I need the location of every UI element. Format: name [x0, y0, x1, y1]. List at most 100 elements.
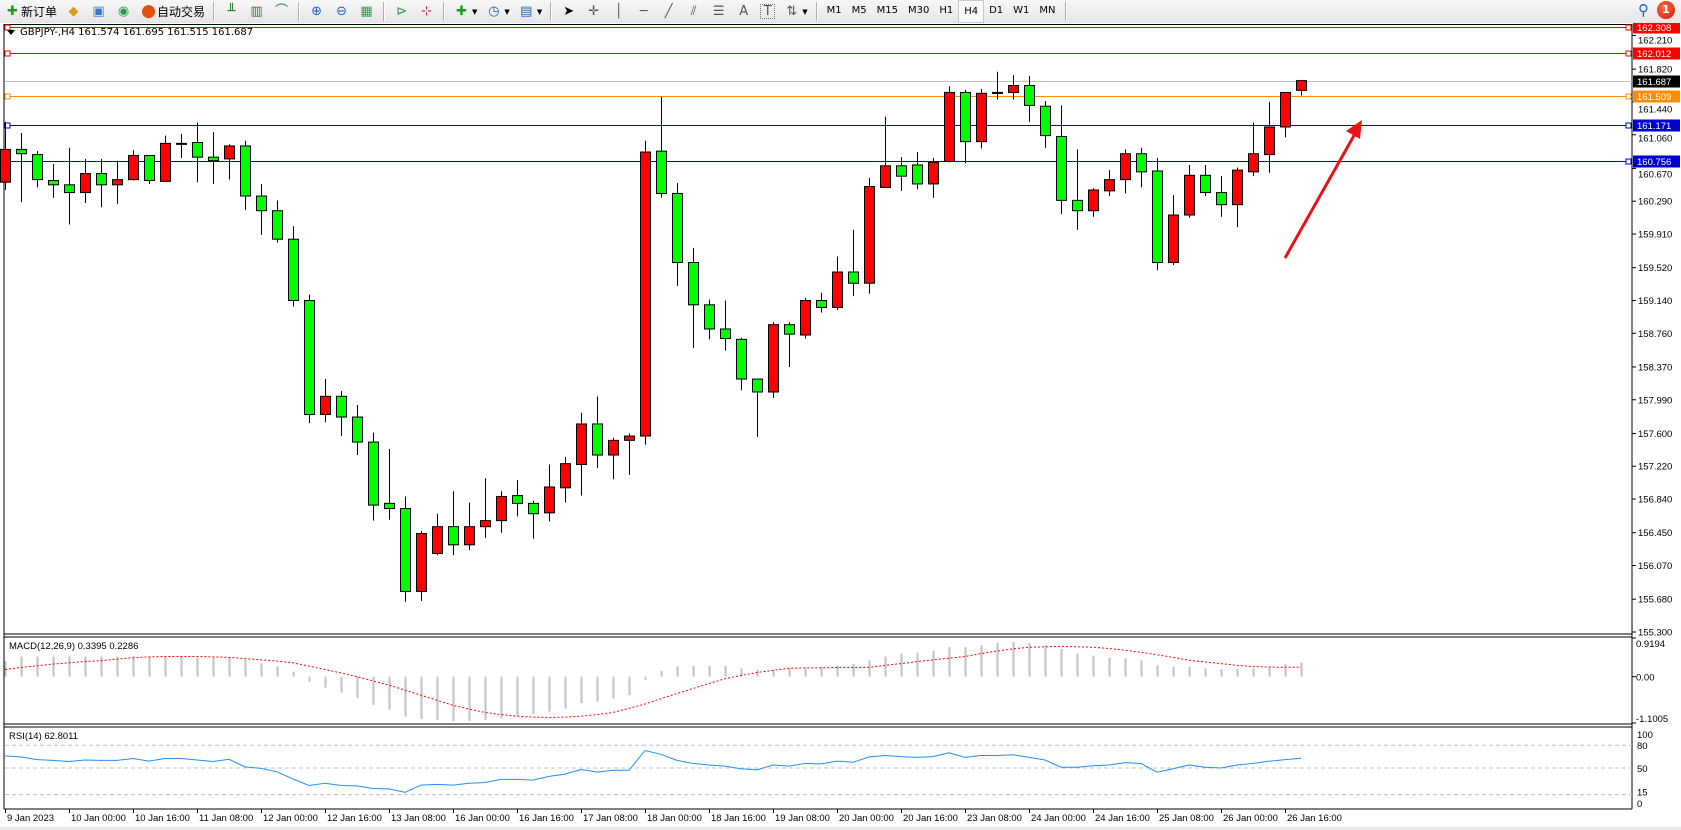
- candle-body: [64, 184, 75, 194]
- rsi-scale-label: 100: [1637, 730, 1653, 741]
- price-tick-label: 155.300: [1638, 628, 1672, 639]
- notification-icon[interactable]: 1: [1657, 1, 1675, 19]
- indicators-icon: ✚: [456, 4, 467, 19]
- candlestick-button[interactable]: ▥: [245, 1, 268, 22]
- vertical-line-icon: │: [614, 4, 623, 19]
- timeframe-bar: M1 M5 M15 M30 H1 H4 D1 W1 MN: [822, 0, 1061, 23]
- separator: [298, 2, 301, 21]
- chart-window[interactable]: 162.210 161.820 161.440 161.060 160.670 160.2…: [0, 23, 1681, 830]
- candle: [80, 158, 91, 203]
- auto-scroll-icon: ⊹: [421, 4, 432, 19]
- fibonacci-button[interactable]: ☰: [707, 1, 730, 22]
- candle-body: [1024, 85, 1035, 106]
- text-label-button[interactable]: T: [757, 1, 778, 22]
- crosshair-icon: ✛: [588, 4, 600, 19]
- crosshair-button[interactable]: ✛: [582, 1, 605, 22]
- level-price-label: 160.756: [1637, 157, 1671, 168]
- timeframe-mn[interactable]: MN: [1039, 5, 1056, 16]
- bar-chart-button[interactable]: ╨: [220, 1, 243, 22]
- price-tick-label: 161.440: [1638, 105, 1672, 116]
- timeframe-m5[interactable]: M5: [851, 5, 867, 16]
- separator: [213, 2, 216, 21]
- price-tick-label: 157.990: [1638, 395, 1672, 406]
- candle: [544, 464, 555, 522]
- chart-menu-triangle-icon[interactable]: [7, 30, 15, 35]
- level-price-label: 161.687: [1637, 77, 1671, 88]
- time-label: 18 Jan 16:00: [711, 813, 766, 824]
- level-anchor-handle[interactable]: [1625, 122, 1632, 129]
- candle-body: [400, 508, 411, 592]
- auto-trading-button[interactable]: ⬤ 自动交易: [137, 1, 208, 22]
- timeframe-m1[interactable]: M1: [826, 5, 842, 16]
- level-anchor-handle[interactable]: [4, 93, 11, 100]
- chart-shift-button[interactable]: ⊳: [390, 1, 413, 22]
- candle-body: [256, 195, 267, 212]
- candle: [0, 121, 11, 190]
- arrow-annotation-head: [1346, 120, 1362, 139]
- candle-body: [128, 154, 139, 181]
- level-anchor-handle[interactable]: [1625, 93, 1632, 100]
- timeframe-d1[interactable]: D1: [989, 5, 1004, 16]
- candle: [304, 294, 315, 424]
- candle: [384, 448, 395, 520]
- level-anchor-handle[interactable]: [4, 50, 11, 57]
- candle-body: [288, 238, 299, 301]
- timeframe-h1[interactable]: H1: [939, 5, 954, 16]
- trendline-button[interactable]: ╱: [657, 1, 680, 22]
- candle: [16, 133, 27, 203]
- zoom-out-button[interactable]: ⊖: [330, 1, 353, 22]
- signals-button[interactable]: ◉: [112, 1, 135, 22]
- arrows-icon: ⇅: [786, 4, 798, 19]
- candle-body: [560, 463, 571, 489]
- tile-windows-icon: ▦: [360, 4, 373, 19]
- rsi-scale-label: 50: [1637, 764, 1648, 775]
- zoom-in-button[interactable]: ⊕: [305, 1, 328, 22]
- level-price-label: 162.308: [1637, 23, 1671, 34]
- templates-button[interactable]: ▤ ▼: [515, 1, 545, 22]
- timeframe-h4[interactable]: H4: [958, 0, 985, 23]
- tile-windows-button[interactable]: ▦: [355, 1, 378, 22]
- new-order-button[interactable]: ✚ 新订单: [1, 1, 60, 22]
- timeframe-m15[interactable]: M15: [876, 5, 898, 16]
- chevron-down-icon: ▼: [802, 7, 808, 16]
- text-button[interactable]: A: [732, 1, 755, 22]
- price-tick-label: 157.600: [1638, 429, 1672, 440]
- candle-body: [656, 150, 667, 194]
- market-watch-button[interactable]: ▣: [87, 1, 110, 22]
- candle: [1264, 101, 1275, 173]
- candle-body: [512, 495, 523, 504]
- candle-body: [416, 533, 427, 592]
- level-anchor-handle[interactable]: [1625, 24, 1632, 31]
- periods-button[interactable]: ◷ ▼: [482, 1, 512, 22]
- level-price-badge: [1633, 119, 1680, 132]
- gold-button[interactable]: ◆: [62, 1, 85, 22]
- indicators-button[interactable]: ✚ ▼: [450, 1, 480, 22]
- rsi-title: RSI(14) 62.8011: [9, 731, 78, 742]
- cursor-icon: ➤: [563, 4, 575, 19]
- horizontal-line-button[interactable]: ─: [632, 1, 655, 22]
- equidistant-channel-button[interactable]: ⫽: [682, 1, 705, 22]
- candle-body: [352, 416, 363, 443]
- price-tick-label: 156.450: [1638, 528, 1672, 539]
- time-label: 26 Jan 16:00: [1287, 813, 1342, 824]
- price-tick-label: 157.220: [1638, 462, 1672, 473]
- candle-body: [1296, 80, 1307, 91]
- candle-body: [208, 156, 219, 162]
- candle: [1040, 101, 1051, 148]
- candle-body: [720, 328, 731, 339]
- level-anchor-handle[interactable]: [1625, 158, 1632, 165]
- auto-scroll-button[interactable]: ⊹: [415, 1, 438, 22]
- candle-body: [144, 154, 155, 181]
- search-icon[interactable]: ⚲: [1638, 1, 1649, 19]
- vertical-line-button[interactable]: │: [607, 1, 630, 22]
- level-anchor-handle[interactable]: [1625, 50, 1632, 57]
- arrows-button[interactable]: ⇅ ▼: [780, 1, 810, 22]
- candle: [336, 391, 347, 437]
- macd-scale-label: 0.9194: [1636, 639, 1665, 650]
- line-chart-button[interactable]: ⌒: [270, 1, 293, 22]
- timeframe-m30[interactable]: M30: [907, 5, 930, 16]
- cursor-button[interactable]: ➤: [557, 1, 580, 22]
- candle: [1200, 164, 1211, 197]
- timeframe-w1[interactable]: W1: [1013, 5, 1030, 16]
- level-price-badge: [1633, 90, 1680, 103]
